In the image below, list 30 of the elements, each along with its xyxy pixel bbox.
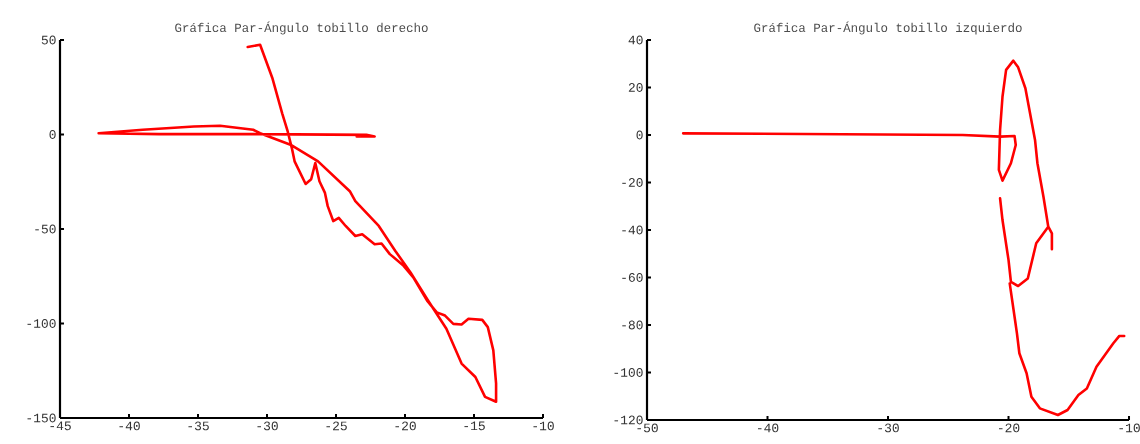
y-tick-label: -80 [622,320,643,330]
y-tick-label: 50 [41,35,56,45]
x-tick-label: -40 [119,421,140,431]
x-tick-label: -45 [50,421,71,431]
x-tick-label: -20 [395,421,416,431]
y-tick-label: -20 [622,178,643,187]
y-tick-label: 20 [628,83,643,92]
x-tick-label: -20 [998,423,1020,433]
chart-title: Gráfica Par-Ángulo tobillo derecho [175,21,428,35]
y-tick-label: 40 [628,35,643,45]
x-tick-label: -30 [878,423,899,433]
x-tick-label: -30 [257,421,278,431]
y-tick-label: 0 [636,130,643,140]
y-tick-label: -150 [27,413,56,423]
x-tick-label: -10 [1119,423,1140,433]
x-tick-label: -40 [757,423,779,433]
y-tick-label: -50 [35,224,56,234]
x-tick-label: -35 [188,421,209,431]
y-tick-label: -120 [614,415,643,425]
x-tick-label: -50 [637,423,658,433]
line-series [97,43,498,404]
y-tick-label: 0 [49,130,56,139]
x-tick-label: -10 [533,421,554,431]
y-tick-label: -100 [614,368,643,377]
y-tick-label: -100 [27,319,56,328]
y-tick-label: -40 [622,225,643,235]
x-tick-label: -15 [464,421,485,431]
y-tick-label: -60 [622,273,643,282]
chart-title: Gráfica Par-Ángulo tobillo izquierdo [754,21,1022,35]
x-tick-label: -25 [326,421,347,431]
